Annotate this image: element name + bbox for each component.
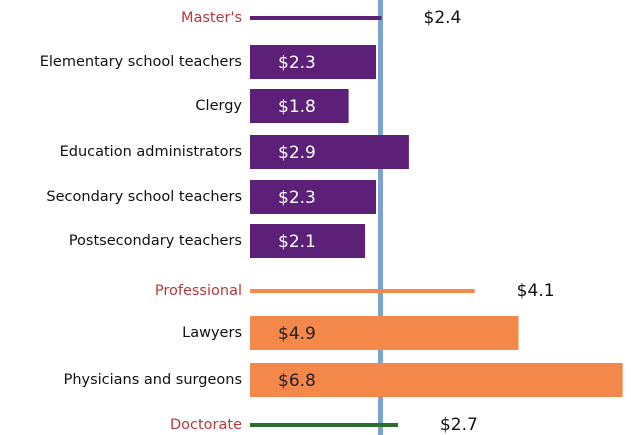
bar [250, 89, 349, 123]
category-label: Clergy [195, 98, 242, 114]
group-value-label: $4.1 [517, 281, 555, 301]
group-label: Master's [181, 10, 242, 26]
group-bar [250, 16, 382, 20]
category-label: Education administrators [60, 144, 242, 160]
value-label: $6.8 [278, 371, 316, 391]
category-label: Postsecondary teachers [69, 233, 242, 249]
value-label: $2.3 [278, 188, 316, 208]
reference-line [378, 0, 383, 435]
value-label: $2.3 [278, 53, 316, 73]
category-label: Elementary school teachers [40, 54, 242, 70]
group-label: Doctorate [170, 417, 242, 433]
category-label: Secondary school teachers [46, 189, 242, 205]
bar [250, 135, 409, 169]
value-label: $2.9 [278, 143, 316, 163]
category-label: Lawyers [182, 325, 242, 341]
group-value-label: $2.7 [440, 415, 478, 435]
value-label: $4.9 [278, 324, 316, 344]
bar [250, 45, 377, 79]
value-label: $1.8 [278, 97, 316, 117]
group-bar [250, 289, 475, 293]
bar [250, 363, 623, 397]
bar [250, 224, 366, 258]
group-label: Professional [155, 283, 242, 299]
group-bar [250, 423, 398, 427]
bar [250, 180, 377, 214]
group-value-label: $2.4 [424, 8, 462, 28]
category-label: Physicians and surgeons [64, 372, 242, 388]
value-label: $2.1 [278, 232, 316, 252]
bar [250, 316, 519, 350]
